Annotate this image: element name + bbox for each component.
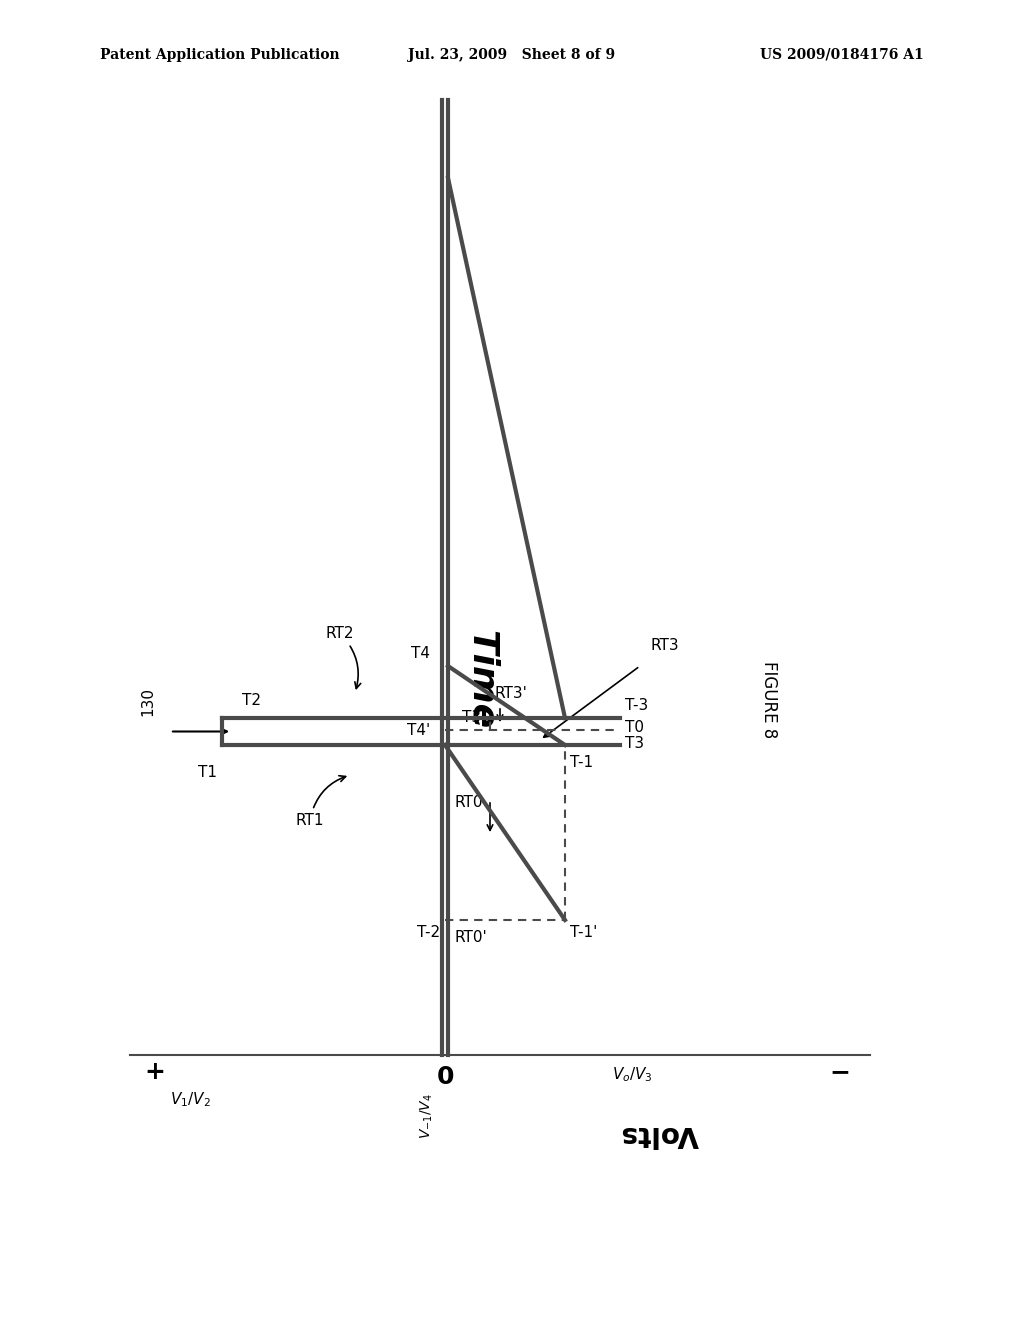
Text: T1: T1 bbox=[198, 766, 217, 780]
Text: Time: Time bbox=[465, 631, 499, 730]
Text: T3': T3' bbox=[462, 710, 485, 725]
Text: T4': T4' bbox=[407, 723, 430, 738]
Text: T4: T4 bbox=[411, 645, 430, 661]
Text: RT3': RT3' bbox=[495, 686, 528, 701]
Text: T2: T2 bbox=[242, 693, 261, 708]
Text: FIGURE 8: FIGURE 8 bbox=[760, 661, 778, 739]
Text: $V_{-1}/V_4$: $V_{-1}/V_4$ bbox=[419, 1093, 435, 1139]
Text: T-2: T-2 bbox=[417, 925, 440, 940]
Text: T-3: T-3 bbox=[625, 698, 648, 713]
Text: RT0: RT0 bbox=[455, 795, 483, 810]
Text: 130: 130 bbox=[140, 688, 155, 717]
Text: 0: 0 bbox=[436, 1065, 454, 1089]
Text: T3: T3 bbox=[625, 737, 644, 751]
Text: RT3: RT3 bbox=[650, 639, 679, 653]
Text: $V_1/V_2$: $V_1/V_2$ bbox=[170, 1090, 211, 1109]
Text: T-1: T-1 bbox=[570, 755, 593, 770]
Text: T-1': T-1' bbox=[570, 925, 597, 940]
Text: −: − bbox=[829, 1060, 851, 1084]
Text: RT0': RT0' bbox=[455, 931, 487, 945]
Text: Patent Application Publication: Patent Application Publication bbox=[100, 48, 340, 62]
Text: Jul. 23, 2009   Sheet 8 of 9: Jul. 23, 2009 Sheet 8 of 9 bbox=[409, 48, 615, 62]
Text: +: + bbox=[144, 1060, 166, 1084]
Text: $V_o/V_3$: $V_o/V_3$ bbox=[612, 1065, 653, 1084]
Text: RT2: RT2 bbox=[326, 626, 360, 689]
Text: RT1: RT1 bbox=[296, 776, 346, 828]
Text: Volts: Volts bbox=[621, 1119, 699, 1148]
Text: US 2009/0184176 A1: US 2009/0184176 A1 bbox=[760, 48, 924, 62]
Text: T0: T0 bbox=[625, 719, 644, 735]
